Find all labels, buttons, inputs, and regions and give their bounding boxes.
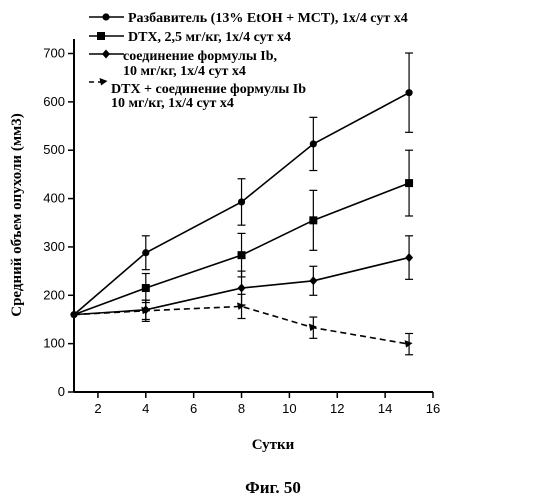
x-tick-label: 14 [378, 401, 392, 416]
legend-item-2: DTX, 2,5 мг/кг, 1x/4 сут x4 [89, 30, 291, 45]
legend-label: 10 мг/кг, 1x/4 сут x4 [111, 96, 234, 111]
y-tick-label: 300 [43, 239, 65, 254]
x-tick-label: 2 [94, 401, 101, 416]
y-tick-label: 700 [43, 46, 65, 61]
data-point [142, 249, 149, 256]
legend-marker [100, 78, 108, 86]
data-point [238, 251, 246, 259]
x-tick-label: 4 [142, 401, 149, 416]
x-tick-label: 12 [330, 401, 344, 416]
y-tick-label: 100 [43, 336, 65, 351]
data-point [238, 198, 245, 205]
data-point [238, 284, 246, 293]
data-point [310, 140, 317, 147]
legend-item-4: DTX + соединение формулы Ib10 мг/кг, 1x/… [89, 78, 306, 111]
y-tick-label: 200 [43, 287, 65, 302]
data-point [142, 284, 150, 292]
figure-caption: Фиг. 50 [245, 478, 301, 497]
legend-label: соединение формулы Ib, [123, 49, 277, 64]
legend-item-3: соединение формулы Ib,10 мг/кг, 1x/4 сут… [89, 49, 277, 79]
series-4 [74, 294, 413, 354]
legend-marker [97, 32, 105, 40]
legend-label: DTX + соединение формулы Ib [111, 82, 306, 97]
y-tick-label: 400 [43, 191, 65, 206]
data-point [309, 216, 317, 224]
data-point [309, 276, 317, 285]
y-axis-title: Средний объем опухоли (мм3) [9, 113, 25, 317]
y-tick-label: 0 [58, 384, 65, 399]
legend-label: Разбавитель (13% EtOH + MCT), 1x/4 сут x… [128, 11, 408, 26]
data-point [70, 311, 77, 318]
y-tick-label: 500 [43, 142, 65, 157]
legend-label: 10 мг/кг, 1x/4 сут x4 [123, 64, 246, 79]
legend-label: DTX, 2,5 мг/кг, 1x/4 сут x4 [128, 30, 291, 45]
legend-marker [102, 13, 109, 20]
legend-marker [102, 50, 110, 59]
series-3 [74, 236, 413, 320]
data-point [405, 89, 412, 96]
data-point [405, 253, 413, 262]
x-tick-label: 6 [190, 401, 197, 416]
x-tick-label: 10 [282, 401, 296, 416]
x-axis-title: Сутки [252, 437, 295, 453]
y-tick-label: 600 [43, 94, 65, 109]
x-tick-label: 8 [238, 401, 245, 416]
legend-item-1: Разбавитель (13% EtOH + MCT), 1x/4 сут x… [89, 11, 408, 26]
chart-legend: Разбавитель (13% EtOH + MCT), 1x/4 сут x… [89, 11, 408, 111]
data-point [405, 179, 413, 187]
x-tick-label: 16 [426, 401, 440, 416]
